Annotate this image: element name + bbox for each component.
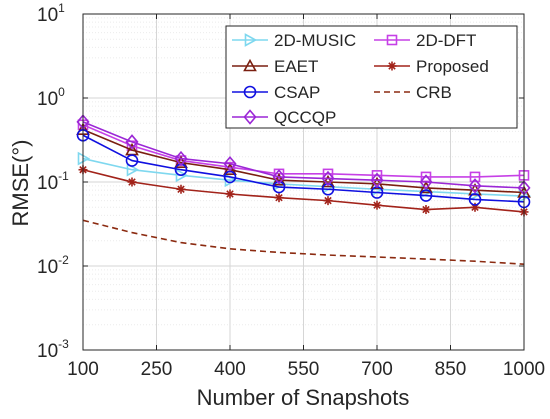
data-point-proposed [421, 205, 431, 215]
data-point-2d-music [126, 162, 140, 177]
data-point-proposed [372, 200, 382, 210]
data-point-proposed [274, 193, 284, 203]
legend-entry-qccqp: QCCQP [232, 108, 336, 127]
x-tick-label: 400 [214, 359, 246, 380]
legend-label-csap: CSAP [274, 83, 320, 102]
x-tick-label: 700 [361, 359, 393, 380]
legend-marker-2d-music [244, 33, 258, 47]
data-point-csap [125, 154, 139, 167]
data-point-proposed [127, 177, 137, 187]
data-point-csap [419, 189, 433, 202]
data-point-proposed [323, 196, 333, 206]
legend-label-2d-dft: 2D-DFT [416, 31, 476, 50]
legend: 2D-MUSIC 2D-DFT EAET Proposed CSAP CRB QCCQP [225, 25, 518, 129]
y-axis-label: RMSE(°) [8, 139, 33, 226]
series-line-proposed [82, 168, 525, 213]
series-line-csap [82, 134, 525, 203]
legend-entry-proposed: Proposed [374, 57, 489, 76]
legend-box [225, 25, 518, 129]
data-point-csap [272, 180, 286, 194]
data-point-csap [321, 182, 335, 196]
series-csap [76, 128, 531, 209]
y-tick-label: 101 [37, 1, 65, 26]
data-point-eaet [223, 162, 237, 176]
series-crb [82, 219, 525, 266]
series-line-crb [82, 219, 525, 266]
legend-marker-qccqp [243, 109, 257, 125]
series-line-2d-music [82, 157, 525, 197]
data-point-qccqp [125, 134, 139, 150]
y-tick-label: 100 [37, 85, 65, 110]
data-point-2d-music [175, 168, 189, 183]
x-tick-label: 250 [141, 359, 173, 380]
legend-marker-proposed [387, 61, 397, 71]
legend-label-qccqp: QCCQP [274, 108, 336, 127]
legend-entry-csap: CSAP [232, 83, 320, 102]
x-tick-label: 100 [67, 359, 99, 380]
data-point-proposed [225, 189, 235, 199]
legend-entry-2d-dft: 2D-DFT [374, 31, 476, 50]
legend-entry-2d-music: 2D-MUSIC [232, 31, 356, 50]
data-point-qccqp [223, 155, 237, 172]
legend-label-eaet: EAET [274, 57, 318, 76]
data-point-qccqp [321, 170, 335, 187]
data-point-qccqp [174, 150, 188, 167]
data-point-qccqp [419, 174, 433, 190]
series-line-qccqp [82, 121, 525, 189]
data-point-2d-dft [469, 171, 481, 183]
x-tick-label: 1000 [503, 359, 545, 380]
legend-marker-2d-dft [386, 34, 398, 46]
legend-entry-crb: CRB [374, 83, 452, 102]
series-line-2d-dft [82, 124, 525, 178]
legend-label-2d-music: 2D-MUSIC [274, 31, 356, 50]
legend-marker-csap [243, 85, 257, 99]
data-point-qccqp [272, 169, 286, 185]
axis-ticks: 100 250 400 550 700 850 1000 10-3 10-2 10-1 100 101 [37, 1, 545, 380]
data-point-eaet [419, 180, 433, 194]
x-tick-label: 850 [435, 359, 467, 380]
data-point-proposed [176, 184, 186, 194]
y-tick-label: 10-3 [37, 337, 69, 362]
x-axis-label: Number of Snapshots [197, 385, 410, 410]
series-proposed [78, 165, 529, 217]
data-point-csap [468, 193, 482, 206]
x-tick-label: 550 [288, 359, 320, 380]
y-tick-label: 10-2 [37, 253, 69, 278]
series-lines [76, 114, 532, 266]
data-point-qccqp [468, 178, 482, 194]
series-line-eaet [82, 128, 525, 194]
legend-marker-eaet [243, 58, 257, 72]
legend-label-proposed: Proposed [416, 57, 489, 76]
legend-label-crb: CRB [416, 83, 452, 102]
data-point-qccqp [370, 172, 384, 188]
legend-entry-eaet: EAET [232, 57, 318, 76]
y-tick-label: 10-1 [37, 169, 69, 194]
